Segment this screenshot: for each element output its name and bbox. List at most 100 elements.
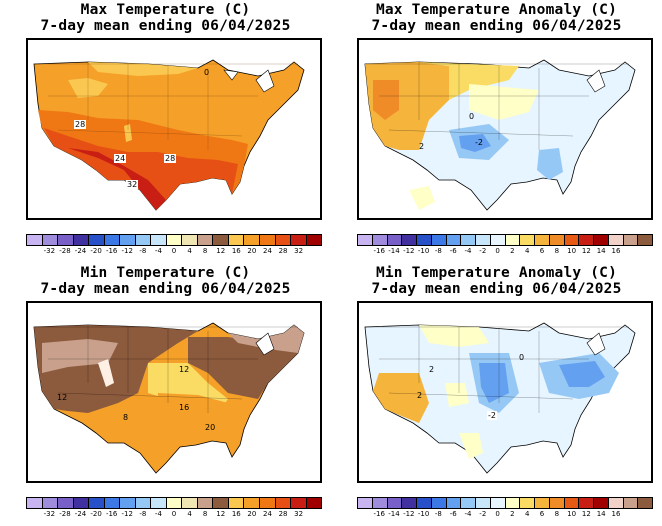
colorbar-label: 16 <box>611 510 621 518</box>
colorbar-label: -16 <box>373 510 385 518</box>
panel-title: Min Temperature Anomaly (C) <box>375 265 618 281</box>
colorbar-swatch <box>104 497 121 509</box>
colorbar-label: 16 <box>231 510 241 518</box>
colorbar-swatch <box>417 497 432 509</box>
colorbar-swatch <box>579 234 594 246</box>
colorbar-swatch <box>89 234 105 246</box>
colorbar-swatch <box>638 234 653 246</box>
colorbar-label: 32 <box>294 247 304 255</box>
contour-label: -2 <box>475 138 483 147</box>
us-map-max-temperature-anomaly: 0 2 -2 <box>357 38 653 220</box>
colorbar-label: 8 <box>554 510 560 518</box>
colorbar-label: 24 <box>263 247 272 255</box>
colorbar-label: 4 <box>187 510 192 518</box>
colorbar-labels: -32 -28 -24 -20 -16 -12 -8 -4 0 4 8 12 16 20 24 28 32 <box>26 247 322 257</box>
colorbar-swatch <box>402 234 417 246</box>
colorbar-label: -10 <box>417 247 430 255</box>
max-temperature-anomaly-panel: Max Temperature Anomaly (C) 7-day mean e… <box>331 0 662 263</box>
colorbar-label: -6 <box>449 510 457 518</box>
colorbar-label: -12 <box>121 510 133 518</box>
colorbar-label: -32 <box>43 247 56 255</box>
colorbar-swatch <box>291 234 307 246</box>
colorbar-label: -12 <box>403 247 415 255</box>
colorbar-swatch <box>151 497 167 509</box>
colorbar-swatch <box>151 234 167 246</box>
colorbar-swatch <box>623 234 639 246</box>
contour-label: 12 <box>57 393 68 402</box>
colorbar-swatch <box>89 497 105 509</box>
contour-label: 28 <box>164 154 177 163</box>
colorbar-swatch <box>259 234 276 246</box>
colorbar-swatch <box>104 234 121 246</box>
colorbar-label: -20 <box>90 247 102 255</box>
colorbar-swatch <box>535 234 550 246</box>
colorbar-label: 14 <box>596 247 606 255</box>
contour-label: 12 <box>179 365 190 374</box>
colorbar <box>26 497 323 509</box>
contour-label: 0 <box>204 68 210 77</box>
colorbar-swatch <box>213 497 229 509</box>
colorbar-label: 2 <box>510 247 515 255</box>
colorbar-swatch <box>135 497 152 509</box>
colorbar-swatch <box>564 497 580 509</box>
colorbar-swatch <box>120 497 136 509</box>
contour-label: 2 <box>429 365 435 374</box>
colorbar-label: 0 <box>495 247 500 255</box>
colorbar-label: 8 <box>202 247 208 255</box>
colorbar-swatch <box>623 497 639 509</box>
colorbar-label: 12 <box>581 247 591 255</box>
colorbar-swatch <box>490 234 506 246</box>
colorbar-swatch <box>476 497 491 509</box>
colorbar-label: -8 <box>434 510 442 518</box>
colorbar-label: 32 <box>294 510 304 518</box>
colorbar-label: -8 <box>434 247 442 255</box>
contour-label: 2 <box>417 391 423 400</box>
contour-label: 24 <box>114 154 127 163</box>
panel-subtitle: 7-day mean ending 06/04/2025 <box>371 281 622 297</box>
colorbar <box>26 234 323 246</box>
max-temperature-panel: Max Temperature (C) 7-day mean ending 06… <box>0 0 331 263</box>
colorbar-swatch <box>372 234 388 246</box>
colorbar-label: -24 <box>74 247 87 255</box>
colorbar-swatch <box>228 497 245 509</box>
colorbar-label: -4 <box>464 247 472 255</box>
colorbar-swatch <box>182 234 198 246</box>
colorbar-swatch <box>461 497 476 509</box>
colorbar-swatch <box>26 497 43 509</box>
min-temperature-anomaly-panel: Min Temperature Anomaly (C) 7-day mean e… <box>331 263 662 526</box>
contour-label: 28 <box>74 120 87 129</box>
panel-subtitle: 7-day mean ending 06/04/2025 <box>40 18 291 34</box>
contour-label: 16 <box>179 403 190 412</box>
colorbar-swatch <box>42 234 59 246</box>
colorbar-label: -4 <box>154 510 162 518</box>
colorbar-swatch <box>213 234 229 246</box>
colorbar-swatch <box>638 497 653 509</box>
colorbar-swatch <box>431 497 447 509</box>
colorbar-label: 10 <box>567 247 577 255</box>
colorbar-label: 4 <box>524 247 530 255</box>
colorbar-swatch <box>608 497 624 509</box>
colorbar-label: -20 <box>90 510 102 518</box>
colorbar <box>357 234 653 246</box>
colorbar-label: 12 <box>216 510 226 518</box>
colorbar-swatch <box>564 234 580 246</box>
colorbar-label: 6 <box>539 510 545 518</box>
contour-label: 0 <box>469 112 475 121</box>
contour-label: 8 <box>123 413 129 422</box>
colorbar-swatch <box>58 497 74 509</box>
colorbar-label: -4 <box>154 247 162 255</box>
colorbar-label: 12 <box>581 510 591 518</box>
colorbar-swatch <box>490 497 506 509</box>
colorbar-label: 14 <box>596 510 606 518</box>
colorbar-swatch <box>197 497 214 509</box>
colorbar-swatch <box>166 234 183 246</box>
colorbar-label: -12 <box>403 510 415 518</box>
colorbar-label: 0 <box>495 510 500 518</box>
colorbar-label: -28 <box>59 247 71 255</box>
colorbar-swatch <box>73 234 90 246</box>
colorbar-label: 28 <box>278 247 288 255</box>
us-map-min-temperature-anomaly: 2 2 -2 0 <box>357 301 653 483</box>
colorbar-label: 24 <box>263 510 272 518</box>
colorbar-swatch <box>579 497 594 509</box>
colorbar-swatch <box>306 497 323 509</box>
